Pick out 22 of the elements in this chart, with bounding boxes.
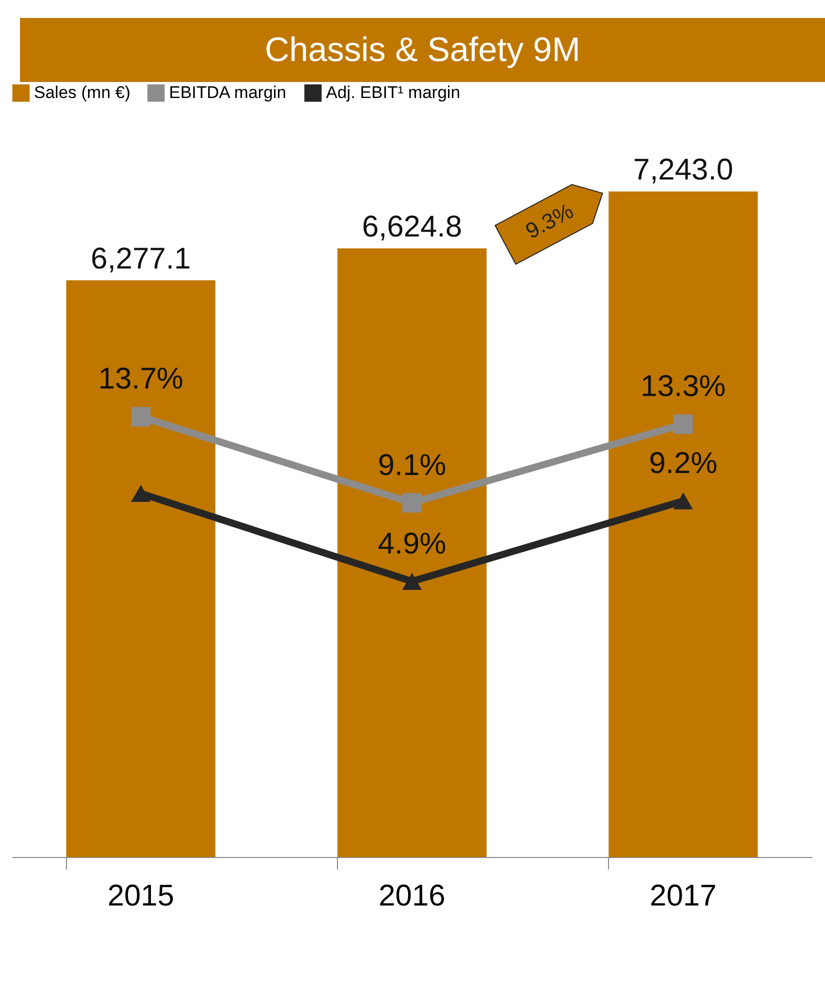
x-tick-label: 2015 — [107, 880, 174, 912]
data-label: 4.9% — [378, 527, 446, 560]
point — [402, 493, 422, 513]
data-label: 13.7% — [98, 362, 184, 396]
data-label: 7,243.0 — [633, 154, 734, 187]
point — [131, 485, 151, 502]
legend-label: Sales (mn €) — [34, 83, 130, 102]
data-label: 6,277.1 — [90, 242, 191, 276]
data-label: 9.2% — [648, 446, 718, 480]
data-label: 13.3% — [640, 370, 726, 404]
annotation: 9.3% — [520, 197, 578, 246]
data-label: 6,624.8 — [362, 210, 462, 244]
data-label: 9.1% — [378, 448, 446, 482]
legend-label: EBITDA margin — [169, 83, 286, 102]
point — [402, 572, 422, 590]
point — [673, 492, 693, 510]
chart-title: Chassis & Safety 9M — [20, 18, 825, 82]
point — [673, 414, 693, 434]
legend-label: Adj. EBIT¹ margin — [326, 83, 460, 102]
x-tick-label: 2017 — [650, 880, 717, 912]
point — [131, 406, 151, 426]
x-tick-label: 2016 — [378, 880, 446, 912]
